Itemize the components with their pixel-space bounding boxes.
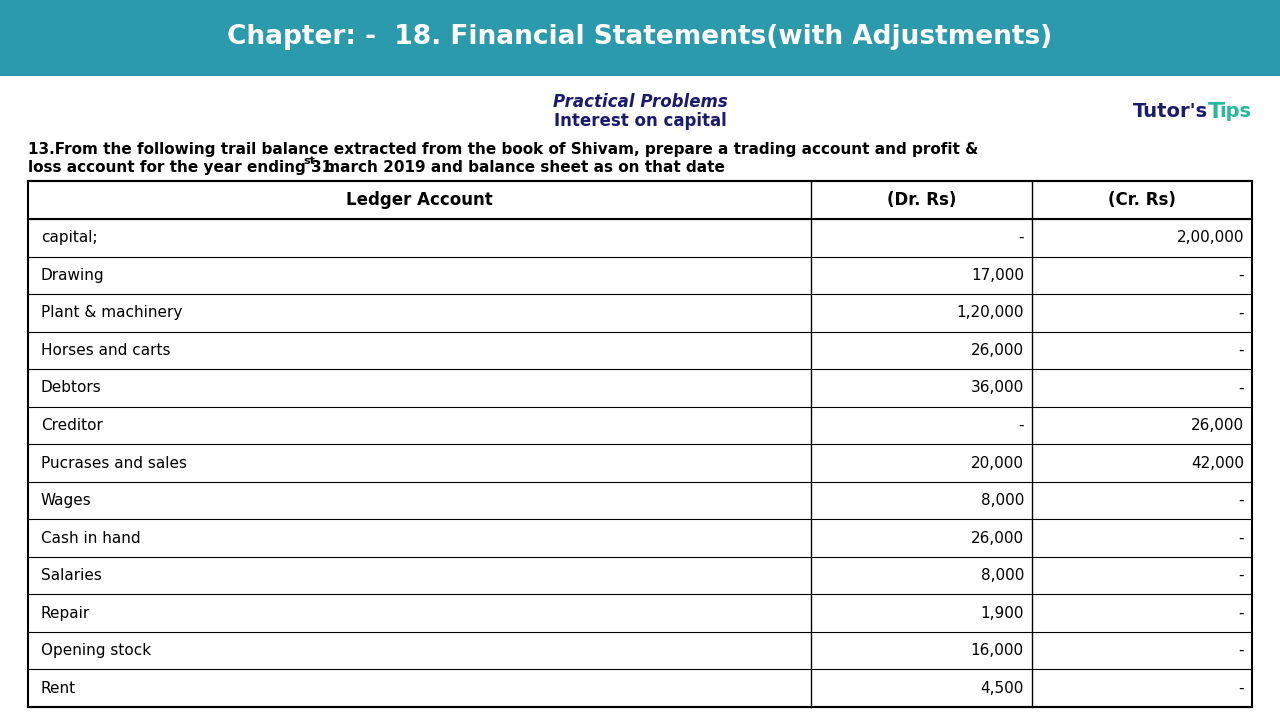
Text: Creditor: Creditor (41, 418, 102, 433)
Text: 26,000: 26,000 (1190, 418, 1244, 433)
Text: 16,000: 16,000 (970, 643, 1024, 658)
Text: T: T (1208, 102, 1224, 122)
Text: Tutor's: Tutor's (1133, 102, 1208, 121)
Text: Cash in hand: Cash in hand (41, 531, 141, 546)
Text: Opening stock: Opening stock (41, 643, 151, 658)
Text: -: - (1019, 418, 1024, 433)
Text: Wages: Wages (41, 493, 92, 508)
Text: Salaries: Salaries (41, 568, 102, 583)
Text: -: - (1239, 681, 1244, 696)
Text: 17,000: 17,000 (972, 268, 1024, 283)
Text: march 2019 and balance sheet as on that date: march 2019 and balance sheet as on that … (319, 160, 724, 174)
Text: 1,20,000: 1,20,000 (956, 305, 1024, 320)
Text: 26,000: 26,000 (970, 343, 1024, 358)
Text: Ledger Account: Ledger Account (347, 192, 493, 210)
Bar (28, 181, 1252, 707)
Text: -: - (1239, 268, 1244, 283)
Text: Pucrases and sales: Pucrases and sales (41, 456, 187, 470)
Text: -: - (1239, 343, 1244, 358)
Text: Repair: Repair (41, 606, 90, 621)
Text: 36,000: 36,000 (970, 380, 1024, 395)
Text: st: st (303, 156, 316, 166)
Text: -: - (1239, 493, 1244, 508)
Text: 8,000: 8,000 (980, 568, 1024, 583)
Text: -: - (1019, 230, 1024, 246)
Text: capital;: capital; (41, 230, 97, 246)
Text: Practical Problems: Practical Problems (553, 93, 727, 111)
FancyBboxPatch shape (0, 0, 1280, 76)
Text: ips: ips (1220, 102, 1252, 121)
Text: -: - (1239, 380, 1244, 395)
Text: 20,000: 20,000 (972, 456, 1024, 470)
Text: Plant & machinery: Plant & machinery (41, 305, 182, 320)
Text: Interest on capital: Interest on capital (554, 112, 726, 130)
Text: 8,000: 8,000 (980, 493, 1024, 508)
Text: -: - (1239, 568, 1244, 583)
Text: 1,900: 1,900 (980, 606, 1024, 621)
Text: -: - (1239, 643, 1244, 658)
Text: -: - (1239, 531, 1244, 546)
Text: 13.From the following trail balance extracted from the book of Shivam, prepare a: 13.From the following trail balance extr… (28, 143, 978, 157)
Text: 2,00,000: 2,00,000 (1176, 230, 1244, 246)
Text: Horses and carts: Horses and carts (41, 343, 170, 358)
Text: Debtors: Debtors (41, 380, 101, 395)
Text: loss account for the year ending 31: loss account for the year ending 31 (28, 160, 333, 174)
Text: -: - (1239, 606, 1244, 621)
Text: (Dr. Rs): (Dr. Rs) (887, 192, 956, 210)
Text: Chapter: -  18. Financial Statements(with Adjustments): Chapter: - 18. Financial Statements(with… (228, 24, 1052, 50)
Text: 42,000: 42,000 (1192, 456, 1244, 470)
Text: -: - (1239, 305, 1244, 320)
Text: 26,000: 26,000 (970, 531, 1024, 546)
Text: Rent: Rent (41, 681, 76, 696)
Text: 4,500: 4,500 (980, 681, 1024, 696)
Text: Drawing: Drawing (41, 268, 105, 283)
Text: (Cr. Rs): (Cr. Rs) (1107, 192, 1175, 210)
